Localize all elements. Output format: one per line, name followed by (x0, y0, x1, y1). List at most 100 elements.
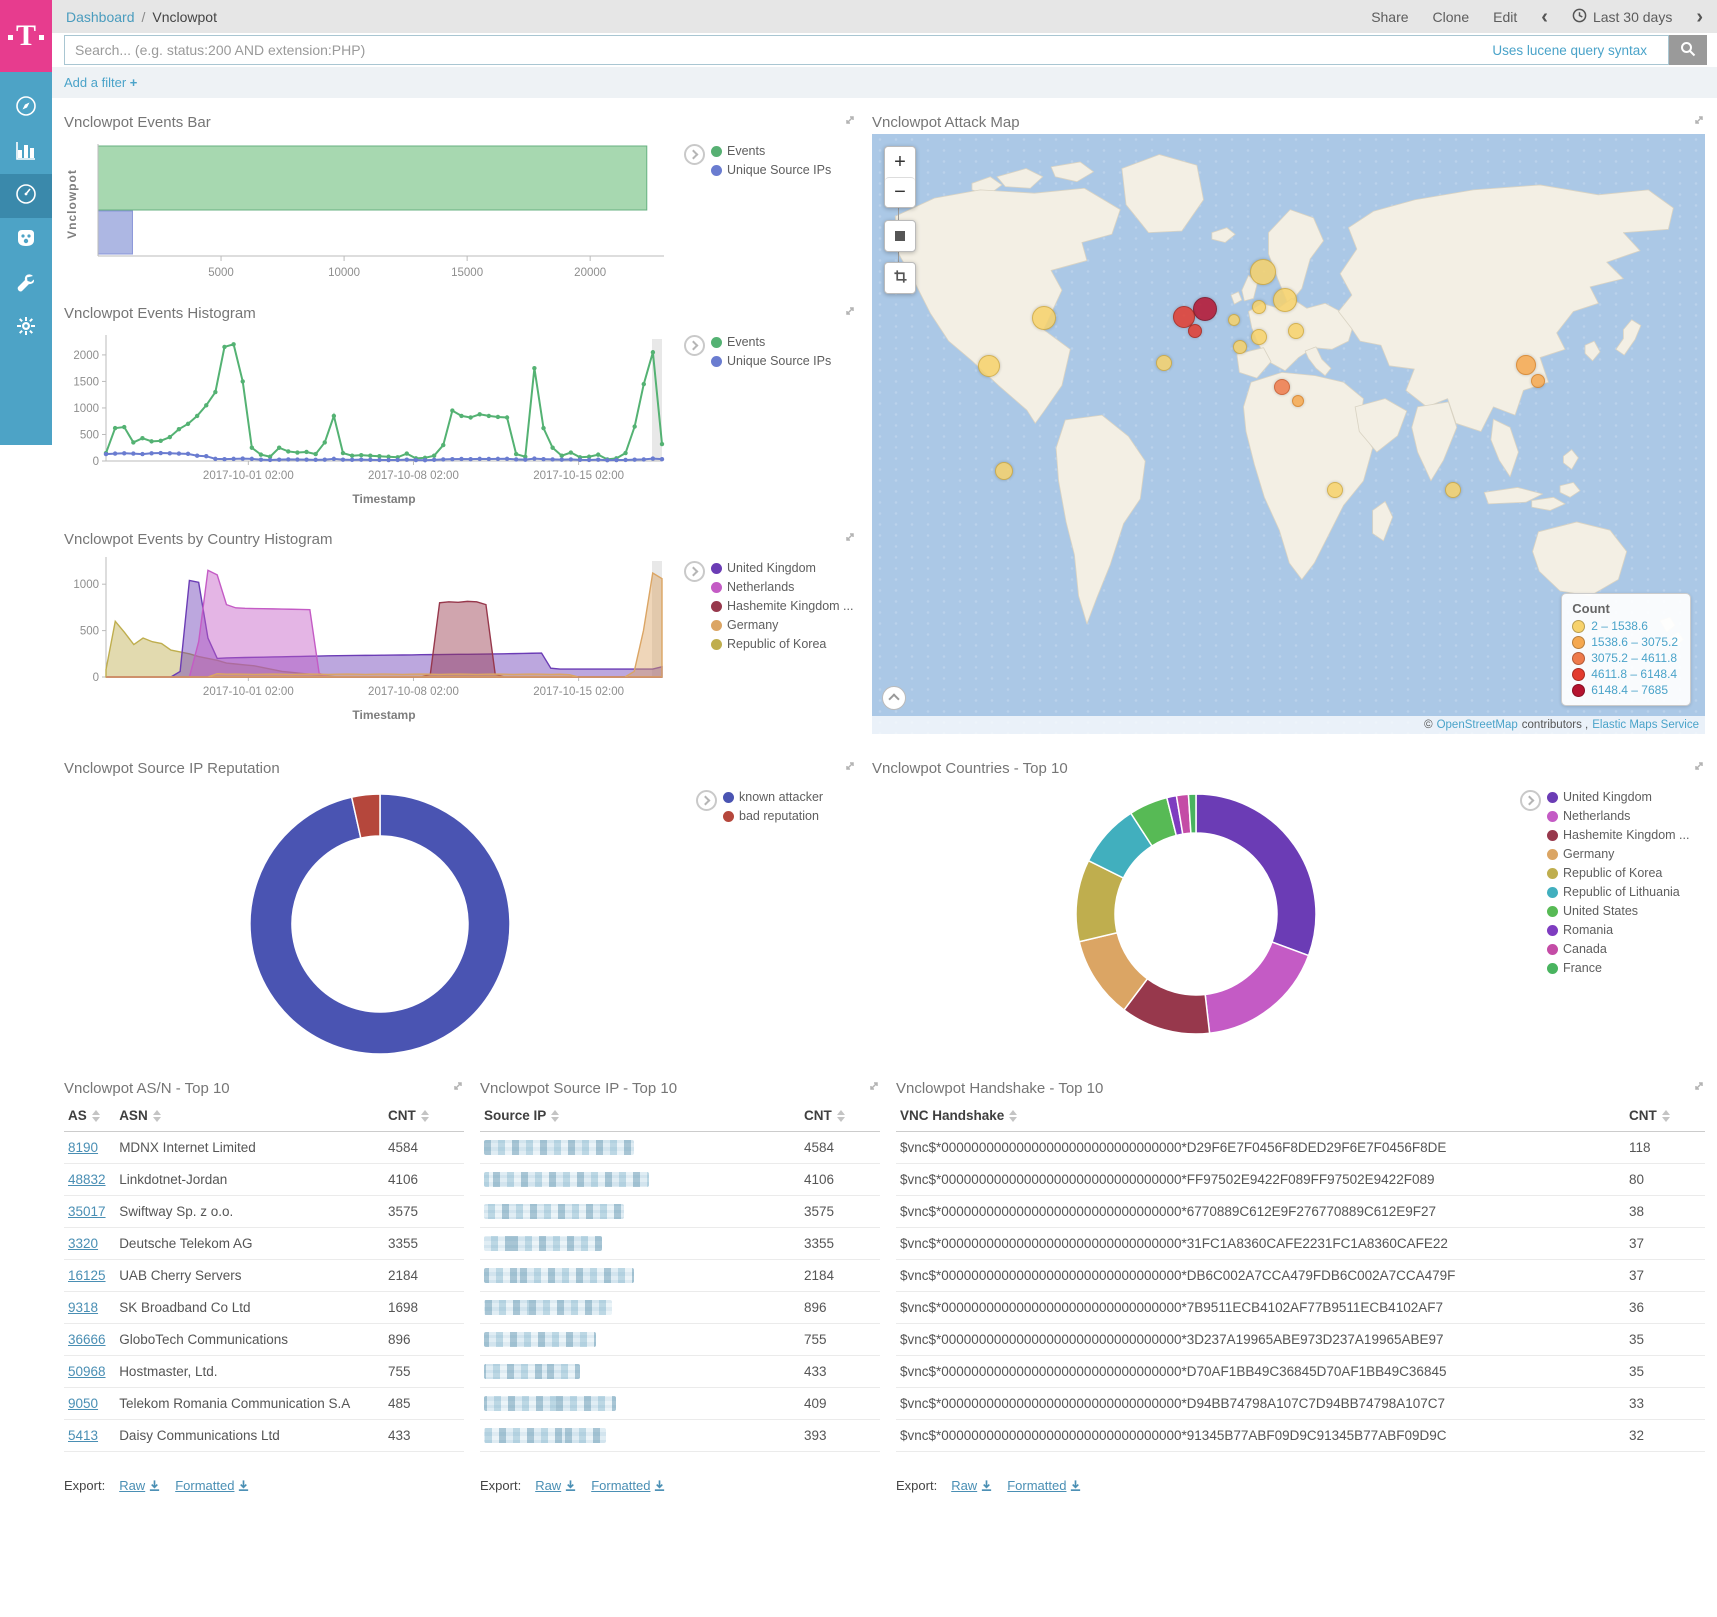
legend-item[interactable]: France (1547, 961, 1689, 975)
legend-item[interactable]: Hashemite Kingdom ... (1547, 828, 1689, 842)
sidebar-item-management[interactable] (0, 306, 52, 350)
sidebar-item-dashboard[interactable] (0, 174, 52, 218)
legend-item[interactable]: bad reputation (723, 809, 823, 823)
attack-bubble[interactable] (1515, 355, 1536, 375)
attack-bubble[interactable] (1292, 395, 1305, 407)
attack-bubble[interactable] (1251, 299, 1266, 314)
openstreetmap-link[interactable]: OpenStreetMap (1436, 719, 1518, 731)
column-header-vnc-handshake[interactable]: VNC Handshake (896, 1100, 1625, 1132)
attack-bubble[interactable] (1173, 306, 1196, 328)
breadcrumb-dashboard-link[interactable]: Dashboard (66, 8, 135, 25)
donut-slice-france[interactable] (1187, 793, 1197, 834)
as-number-link[interactable]: 8190 (64, 1131, 116, 1164)
column-header-source-ip[interactable]: Source IP (480, 1100, 800, 1132)
legend-item[interactable]: Netherlands (711, 580, 853, 594)
events-histogram-chart[interactable]: 0 500 1000 1500 2000 2017-10-01 02:00 2017-10-… (64, 325, 684, 525)
attack-bubble[interactable] (1249, 259, 1276, 285)
as-number-link[interactable]: 50968 (64, 1355, 116, 1388)
expand-panel-icon[interactable] (844, 530, 856, 548)
add-filter-button[interactable]: Add a filter + (64, 75, 138, 90)
donut-slice-known-attacker[interactable] (249, 793, 511, 1055)
legend-item[interactable]: Netherlands (1547, 809, 1689, 823)
expand-panel-icon[interactable] (1693, 1079, 1705, 1097)
attack-bubble[interactable] (1250, 328, 1267, 345)
sidebar-item-discover[interactable] (0, 86, 52, 130)
expand-panel-icon[interactable] (844, 304, 856, 322)
donut-slice-bad-reputation[interactable] (350, 793, 381, 840)
attack-bubble[interactable] (1327, 481, 1344, 498)
time-forward-chevron-icon[interactable]: › (1696, 5, 1703, 28)
as-number-link[interactable]: 48832 (64, 1163, 116, 1196)
attack-bubble[interactable] (1273, 288, 1298, 313)
column-header-as[interactable]: AS (64, 1100, 116, 1132)
attack-bubble[interactable] (1193, 296, 1218, 321)
attack-bubble[interactable] (1188, 323, 1203, 338)
column-header-cnt[interactable]: CNT (1625, 1100, 1705, 1132)
attack-bubble[interactable] (1445, 482, 1462, 499)
legend-toggle-chevron-icon[interactable] (1520, 790, 1541, 811)
map-draw-rectangle-button[interactable] (885, 263, 915, 293)
events-bar-chart[interactable]: 5000 10000 15000 20000 Vnclowpot (64, 134, 684, 299)
clone-button[interactable]: Clone (1432, 8, 1470, 25)
edit-button[interactable]: Edit (1493, 8, 1518, 25)
expand-panel-icon[interactable] (452, 1079, 464, 1097)
donut-slice-netherlands[interactable] (1204, 941, 1310, 1035)
countries-donut[interactable] (872, 780, 1520, 1040)
as-number-link[interactable]: 3320 (64, 1227, 116, 1260)
map-fit-bounds-button[interactable] (885, 221, 915, 251)
attack-bubble[interactable] (977, 354, 1000, 377)
legend-item[interactable]: United Kingdom (1547, 790, 1689, 804)
donut-slice-united-kingdom[interactable] (1195, 793, 1317, 957)
legend-item[interactable]: Republic of Lithuania (1547, 885, 1689, 899)
legend-item[interactable]: Canada (1547, 942, 1689, 956)
attack-bubble[interactable] (1287, 323, 1304, 340)
search-input[interactable] (64, 35, 1669, 65)
attack-bubble[interactable] (994, 461, 1013, 480)
as-number-link[interactable]: 5413 (64, 1419, 116, 1452)
export-formatted-link[interactable]: Formatted (175, 1478, 250, 1493)
legend-item[interactable]: Unique Source IPs (711, 354, 831, 368)
map-zoom-out-button[interactable]: − (885, 177, 915, 207)
legend-item[interactable]: Republic of Korea (711, 637, 853, 651)
legend-item[interactable]: Hashemite Kingdom ... (711, 599, 853, 613)
attack-bubble[interactable] (1227, 314, 1240, 326)
attribution-toggle-button[interactable] (882, 686, 906, 710)
attack-bubble[interactable] (1032, 306, 1057, 331)
attack-bubble[interactable] (1156, 354, 1173, 371)
time-range-picker[interactable]: Last 30 days (1572, 8, 1672, 26)
elastic-maps-service-link[interactable]: Elastic Maps Service (1592, 719, 1699, 731)
country-histogram-chart[interactable]: 0 500 1000 2017-10-01 02:00 2017-10-08 02:00… (64, 551, 684, 746)
attack-bubble[interactable] (1530, 374, 1545, 389)
legend-item[interactable]: Romania (1547, 923, 1689, 937)
attack-bubble[interactable] (1233, 340, 1248, 354)
export-raw-link[interactable]: Raw (119, 1478, 161, 1493)
legend-toggle-chevron-icon[interactable] (684, 144, 705, 165)
legend-item[interactable]: Events (711, 335, 831, 349)
lucene-syntax-link[interactable]: Uses lucene query syntax (1486, 42, 1653, 58)
export-raw-link[interactable]: Raw (535, 1478, 577, 1493)
column-header-cnt[interactable]: CNT (384, 1100, 464, 1132)
as-number-link[interactable]: 16125 (64, 1259, 116, 1292)
legend-toggle-chevron-icon[interactable] (684, 561, 705, 582)
legend-item[interactable]: Unique Source IPs (711, 163, 831, 177)
export-formatted-link[interactable]: Formatted (591, 1478, 666, 1493)
column-header-cnt[interactable]: CNT (800, 1100, 880, 1132)
legend-item[interactable]: Germany (711, 618, 853, 632)
expand-panel-icon[interactable] (1693, 759, 1705, 777)
legend-item[interactable]: United States (1547, 904, 1689, 918)
expand-panel-icon[interactable] (844, 113, 856, 131)
legend-item[interactable]: known attacker (723, 790, 823, 804)
sidebar-item-timelion[interactable] (0, 218, 52, 262)
expand-panel-icon[interactable] (844, 759, 856, 777)
t-mobile-logo[interactable]: T (0, 0, 52, 72)
export-formatted-link[interactable]: Formatted (1007, 1478, 1082, 1493)
as-number-link[interactable]: 9050 (64, 1387, 116, 1420)
export-raw-link[interactable]: Raw (951, 1478, 993, 1493)
as-number-link[interactable]: 36666 (64, 1323, 116, 1356)
ip-reputation-donut[interactable] (64, 780, 696, 1060)
expand-panel-icon[interactable] (868, 1079, 880, 1097)
legend-item[interactable]: Republic of Korea (1547, 866, 1689, 880)
attack-bubble[interactable] (1273, 378, 1290, 395)
legend-toggle-chevron-icon[interactable] (684, 335, 705, 356)
time-back-chevron-icon[interactable]: ‹ (1541, 5, 1548, 28)
